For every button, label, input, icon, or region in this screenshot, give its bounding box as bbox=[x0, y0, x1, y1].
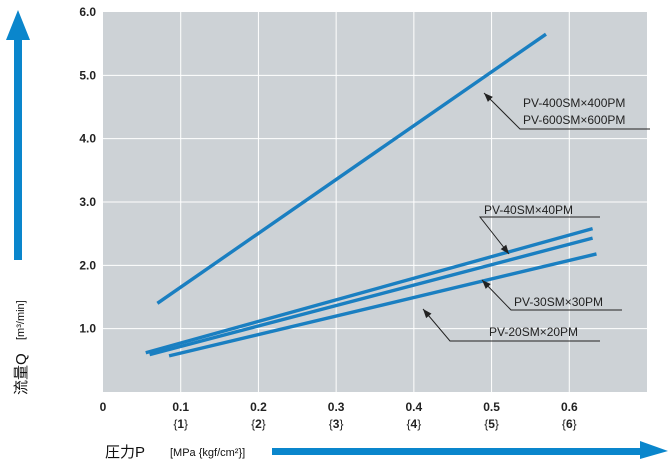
leader-line bbox=[478, 216, 600, 255]
annotation-large: PV-400SM×400PM PV-600SM×600PM bbox=[483, 92, 650, 130]
tick-labels: 1.0 2.0 3.0 4.0 5.0 6.0 0 0.1 0.2 0.3 0.4 0.5 0.6 {1}… bbox=[79, 5, 578, 431]
y-tick-label: 3.0 bbox=[79, 195, 96, 209]
x-tick-label: 0.2 bbox=[250, 400, 267, 414]
x-tick-label-kgf: {5} bbox=[484, 417, 499, 431]
y-tick-label: 6.0 bbox=[79, 5, 96, 19]
x-tick-label: 0.3 bbox=[328, 400, 345, 414]
x-axis-title: 圧力P bbox=[105, 444, 145, 459]
series-label: PV-20SM×20PM bbox=[489, 325, 578, 339]
x-tick-label-kgf: {2} bbox=[251, 417, 266, 431]
x-tick-label: 0.4 bbox=[406, 400, 423, 414]
x-tick-label-kgf: {3} bbox=[329, 417, 344, 431]
series-line bbox=[168, 252, 597, 358]
x-tick-label-kgf: {6} bbox=[562, 417, 577, 431]
x-tick-label: 0.6 bbox=[561, 400, 578, 414]
x-tick-label-kgf: {4} bbox=[406, 417, 421, 431]
x-tick-label: 0.5 bbox=[483, 400, 500, 414]
grid bbox=[103, 12, 647, 392]
leader-line bbox=[483, 92, 650, 130]
series-label: PV-400SM×400PM bbox=[523, 96, 625, 110]
series-line bbox=[145, 226, 594, 355]
series-label: PV-30SM×30PM bbox=[514, 295, 603, 309]
annotation-20: PV-20SM×20PM bbox=[422, 308, 600, 342]
leader-arrowhead bbox=[484, 93, 493, 102]
leader-line bbox=[422, 308, 600, 342]
y-axis-title: 流量Q bbox=[13, 353, 30, 395]
y-axis-unit: [m³/min] bbox=[15, 300, 27, 340]
y-tick-label: 5.0 bbox=[79, 68, 96, 82]
x-axis-arrow bbox=[272, 441, 668, 459]
leader-arrowhead bbox=[423, 309, 432, 319]
annotation-30: PV-30SM×30PM bbox=[481, 279, 622, 311]
x-tick-label: 0.1 bbox=[172, 400, 189, 414]
series-label: PV-600SM×600PM bbox=[523, 113, 625, 127]
series-line bbox=[149, 236, 594, 357]
x-tick-label-kgf: {1} bbox=[173, 417, 188, 431]
series-label: PV-40SM×40PM bbox=[484, 203, 573, 217]
series-line bbox=[156, 32, 547, 305]
leader-line bbox=[481, 279, 622, 311]
y-axis-arrow bbox=[6, 10, 30, 260]
x-tick-label: 0 bbox=[100, 400, 107, 414]
leader-arrowhead bbox=[500, 244, 509, 254]
leader-arrowhead bbox=[482, 280, 491, 289]
x-axis-unit: [MPa {kgf/cm²}] bbox=[170, 447, 245, 459]
y-tick-label: 1.0 bbox=[79, 322, 96, 336]
series-lines bbox=[145, 32, 597, 358]
y-tick-label: 2.0 bbox=[79, 258, 96, 272]
y-tick-label: 4.0 bbox=[79, 132, 96, 146]
annotation-40: PV-40SM×40PM bbox=[478, 203, 600, 255]
